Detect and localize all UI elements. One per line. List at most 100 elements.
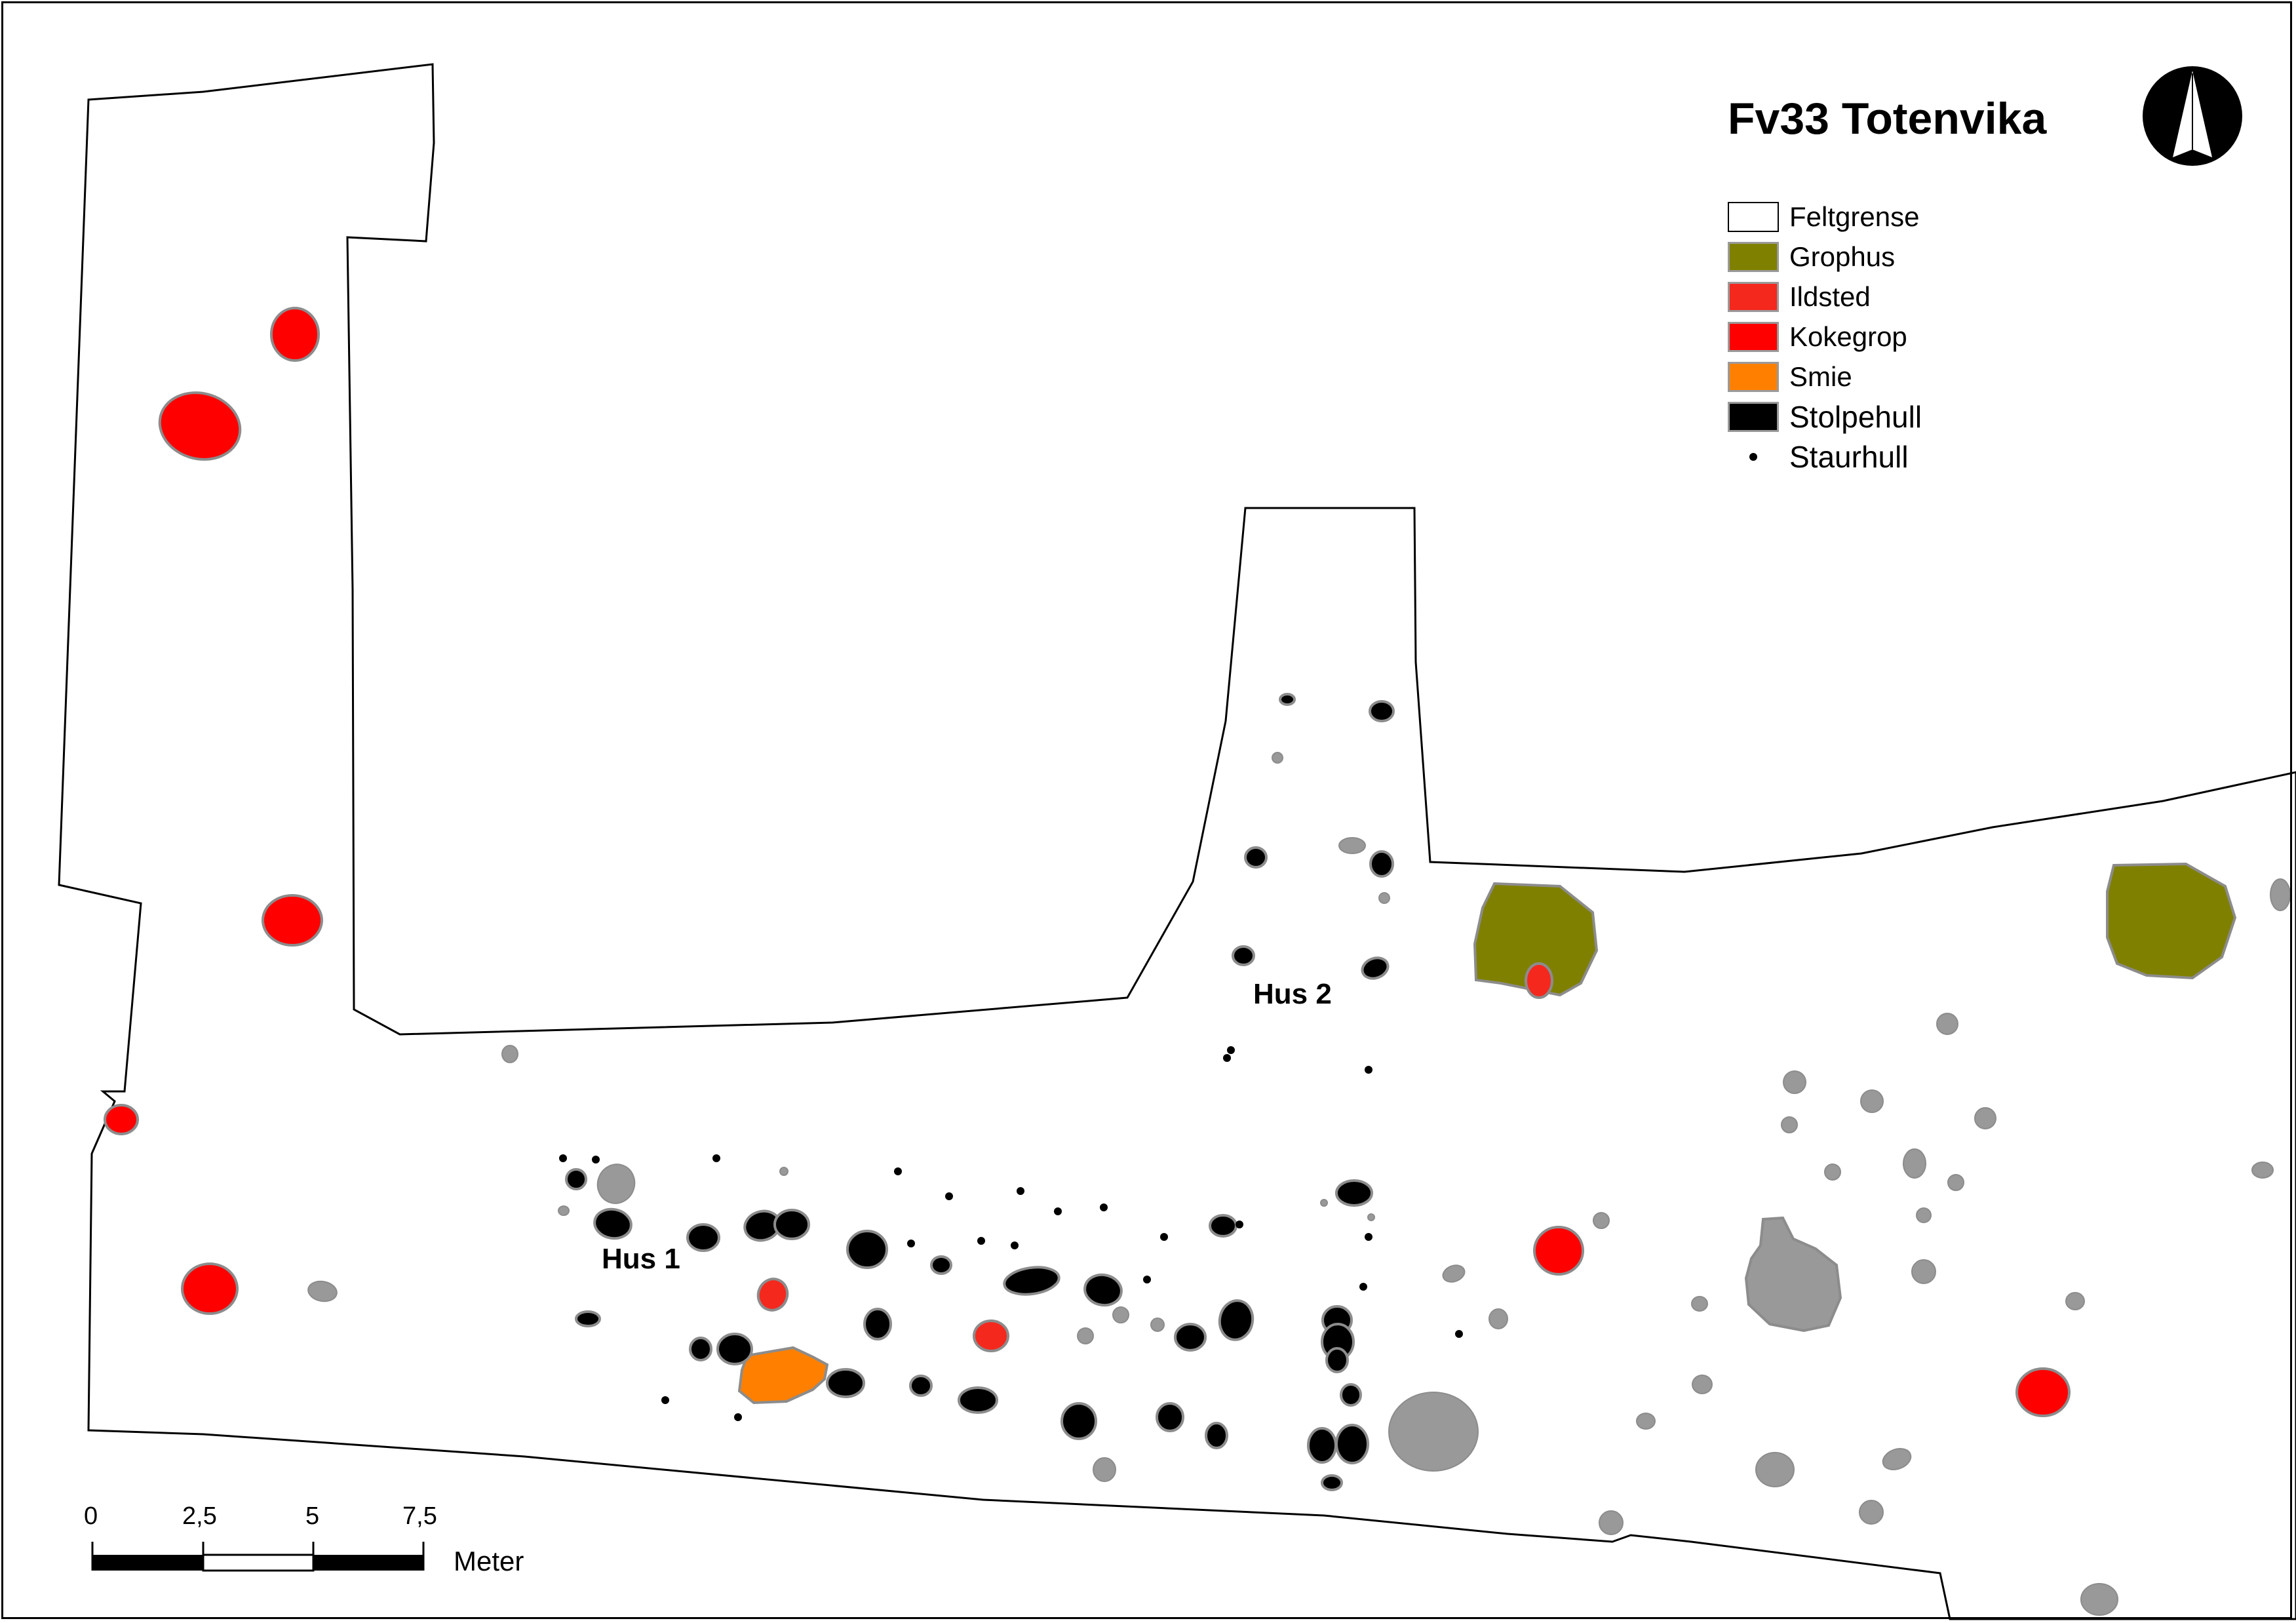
kokegrop-swatch-icon xyxy=(1728,321,1779,352)
unclassified-feature xyxy=(1599,1510,1624,1535)
legend-label: Ildsted xyxy=(1789,281,1871,312)
stolpehull-feature xyxy=(863,1308,892,1340)
staurhull-feature xyxy=(712,1154,720,1162)
staurhull-feature xyxy=(661,1396,669,1404)
legend-item-feltgrense: Feltgrense xyxy=(1728,197,1922,237)
unclassified-feature xyxy=(2080,1583,2118,1616)
unclassified-feature xyxy=(1442,1264,1466,1283)
staurhull-feature xyxy=(1143,1276,1151,1283)
unclassified-feature xyxy=(1636,1413,1656,1430)
unclassified-feature xyxy=(1367,1213,1375,1221)
kokegrop-feature xyxy=(104,1104,139,1135)
stolpehull-feature xyxy=(1218,1299,1255,1341)
unclassified-feature xyxy=(1150,1318,1165,1332)
house-label-hus-2: Hus 2 xyxy=(1253,978,1332,1010)
staurhull-feature xyxy=(977,1237,985,1245)
grophus-feature xyxy=(2106,862,2237,980)
staurhull-feature xyxy=(1359,1283,1367,1291)
staurhull-feature xyxy=(1455,1330,1463,1338)
staurhull-dot-icon xyxy=(1728,442,1779,472)
stolpehull-feature xyxy=(575,1310,601,1327)
legend-item-stolpehull: Stolpehull xyxy=(1728,397,1922,437)
unclassified-feature xyxy=(1112,1306,1129,1323)
unclassified-feature xyxy=(1916,1207,1932,1223)
stolpehull-feature xyxy=(1369,850,1394,878)
feltgrense-swatch-icon xyxy=(1728,201,1779,232)
stolpehull-feature xyxy=(930,1255,952,1275)
unclassified-feature xyxy=(2270,878,2291,911)
unclassified-feature xyxy=(1489,1308,1508,1329)
stolpehull-feature xyxy=(686,1223,720,1252)
ildsted-feature xyxy=(1525,962,1553,999)
staurhull-feature xyxy=(1227,1046,1235,1054)
scale-bar xyxy=(91,1542,425,1572)
unclassified-feature xyxy=(1691,1296,1708,1312)
unclassified-feature xyxy=(1859,1500,1884,1525)
unclassified-feature xyxy=(1338,837,1366,854)
stolpehull-feature xyxy=(565,1168,587,1190)
stolpehull-feature xyxy=(1335,1424,1369,1464)
ildsted-feature xyxy=(973,1320,1009,1352)
stolpehull-feature xyxy=(1335,1179,1373,1207)
legend-item-ildsted: Ildsted xyxy=(1728,277,1922,317)
stolpehull-feature xyxy=(1060,1402,1097,1440)
kokegrop-feature xyxy=(270,307,320,362)
stolpehull-feature xyxy=(1279,693,1296,706)
legend: Feltgrense Grophus Ildsted Kokegrop Smie… xyxy=(1728,197,1922,477)
scale-label-5: 5 xyxy=(305,1502,320,1530)
stolpehull-feature xyxy=(689,1337,712,1361)
legend-item-smie: Smie xyxy=(1728,357,1922,397)
unclassified-feature xyxy=(1093,1457,1116,1482)
house-label-hus-1: Hus 1 xyxy=(602,1243,680,1275)
smie-swatch-icon xyxy=(1728,361,1779,392)
unclassified-feature xyxy=(1824,1163,1841,1181)
stolpehull-swatch-icon xyxy=(1728,401,1779,432)
unclassified-feature xyxy=(1860,1089,1884,1113)
unclassified-feature xyxy=(1947,1174,1964,1191)
legend-label: Smie xyxy=(1789,361,1852,392)
kokegrop-feature xyxy=(262,894,323,947)
ildsted-feature xyxy=(756,1278,789,1312)
legend-item-kokegrop: Kokegrop xyxy=(1728,317,1922,357)
kokegrop-feature xyxy=(2015,1367,2071,1417)
unclassified-feature xyxy=(1936,1013,1958,1035)
scale-segment-3 xyxy=(313,1555,423,1571)
stolpehull-feature xyxy=(593,1207,632,1240)
unclassified-feature xyxy=(1378,892,1390,904)
legend-item-grophus: Grophus xyxy=(1728,237,1922,277)
legend-label: Grophus xyxy=(1789,241,1896,272)
legend-label: Feltgrense xyxy=(1789,201,1920,232)
unclassified-feature xyxy=(1320,1199,1328,1207)
staurhull-feature xyxy=(1160,1233,1168,1241)
unclassified-feature xyxy=(1744,1216,1842,1333)
map-title: Fv33 Totenvika xyxy=(1728,94,2047,144)
north-arrow-icon xyxy=(2143,66,2242,166)
ildsted-swatch-icon xyxy=(1728,281,1779,312)
staurhull-feature xyxy=(1011,1242,1019,1249)
unclassified-feature xyxy=(307,1280,338,1302)
stolpehull-feature xyxy=(1156,1402,1184,1432)
stolpehull-feature xyxy=(826,1368,865,1398)
staurhull-feature xyxy=(559,1154,567,1162)
grophus-swatch-icon xyxy=(1728,241,1779,272)
stolpehull-feature xyxy=(1205,1422,1228,1449)
stolpehull-feature xyxy=(773,1209,810,1240)
legend-label: Stolpehull xyxy=(1789,399,1922,434)
stolpehull-feature xyxy=(1307,1427,1337,1464)
staurhull-feature xyxy=(894,1167,902,1175)
unclassified-feature xyxy=(2251,1162,2274,1179)
legend-label: Kokegrop xyxy=(1789,321,1907,352)
legend-item-staurhull: Staurhull xyxy=(1728,437,1922,477)
unclassified-feature xyxy=(596,1163,636,1204)
stolpehull-feature xyxy=(1232,945,1255,966)
stolpehull-feature xyxy=(1003,1266,1060,1296)
stolpehull-feature xyxy=(1369,700,1395,722)
field-boundary xyxy=(58,63,2296,1620)
staurhull-feature xyxy=(1100,1203,1108,1211)
stolpehull-feature xyxy=(1083,1273,1123,1307)
scale-label-7-5: 7,5 xyxy=(402,1502,437,1530)
unclassified-feature xyxy=(1911,1259,1936,1284)
stolpehull-feature xyxy=(1340,1383,1362,1407)
unclassified-feature xyxy=(1783,1070,1806,1094)
